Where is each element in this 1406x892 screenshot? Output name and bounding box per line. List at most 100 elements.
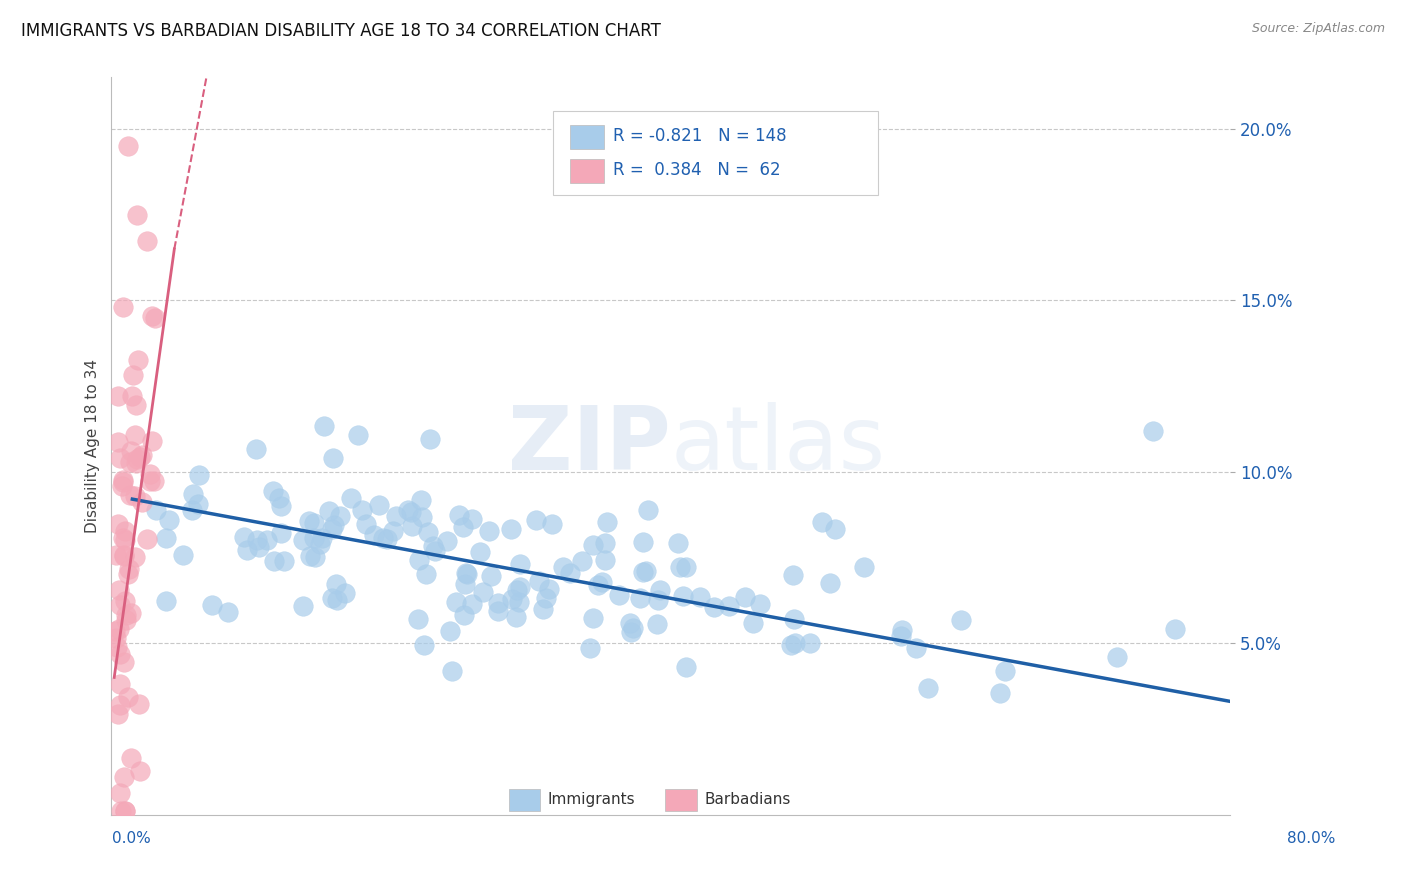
- Point: [558, 566, 581, 580]
- Point: [994, 664, 1017, 678]
- Point: [112, 770, 135, 784]
- Point: [117, 567, 139, 582]
- Point: [311, 531, 333, 545]
- Point: [201, 598, 224, 612]
- Point: [232, 530, 254, 544]
- Point: [321, 522, 343, 536]
- Point: [783, 636, 806, 650]
- Point: [312, 418, 335, 433]
- Point: [486, 604, 509, 618]
- Point: [131, 494, 153, 508]
- Point: [291, 533, 314, 548]
- Point: [138, 474, 160, 488]
- Point: [486, 596, 509, 610]
- Point: [368, 498, 391, 512]
- Point: [333, 585, 356, 599]
- Point: [444, 595, 467, 609]
- Point: [988, 685, 1011, 699]
- Point: [461, 512, 484, 526]
- Point: [105, 631, 128, 645]
- Point: [675, 660, 697, 674]
- Point: [347, 428, 370, 442]
- Point: [141, 434, 163, 449]
- Point: [129, 764, 152, 778]
- Point: [669, 560, 692, 574]
- Point: [891, 623, 914, 637]
- Point: [127, 452, 149, 467]
- Point: [302, 531, 325, 545]
- Point: [425, 544, 447, 558]
- Point: [145, 311, 167, 326]
- Point: [505, 582, 527, 597]
- Point: [111, 473, 134, 487]
- Text: Immigrants: Immigrants: [548, 792, 636, 807]
- Point: [454, 576, 477, 591]
- Point: [121, 389, 143, 403]
- Point: [107, 583, 129, 598]
- Point: [107, 516, 129, 531]
- Point: [111, 300, 134, 314]
- Point: [139, 467, 162, 481]
- Point: [631, 565, 654, 579]
- Point: [853, 560, 876, 574]
- Point: [499, 522, 522, 536]
- Point: [321, 591, 343, 605]
- Point: [329, 508, 352, 523]
- Point: [408, 553, 430, 567]
- Point: [645, 616, 668, 631]
- Point: [181, 502, 204, 516]
- Point: [666, 535, 689, 549]
- Point: [263, 554, 285, 568]
- Point: [325, 576, 347, 591]
- Point: [401, 519, 423, 533]
- Point: [647, 592, 669, 607]
- Point: [579, 641, 602, 656]
- Point: [326, 592, 349, 607]
- Point: [322, 517, 344, 532]
- Point: [340, 491, 363, 505]
- Bar: [665, 789, 696, 811]
- Point: [505, 609, 527, 624]
- Point: [593, 536, 616, 550]
- Point: [110, 677, 132, 691]
- Point: [110, 698, 132, 713]
- Point: [131, 449, 153, 463]
- Point: [247, 540, 270, 554]
- Point: [593, 553, 616, 567]
- Point: [308, 537, 330, 551]
- Point: [741, 615, 763, 630]
- Point: [596, 515, 619, 529]
- Point: [270, 525, 292, 540]
- Point: [648, 583, 671, 598]
- Point: [780, 638, 803, 652]
- Point: [534, 591, 557, 605]
- Point: [135, 234, 157, 248]
- Point: [125, 398, 148, 412]
- Point: [107, 389, 129, 403]
- Point: [117, 690, 139, 704]
- Point: [104, 548, 127, 562]
- Point: [411, 510, 433, 524]
- Point: [112, 531, 135, 545]
- Point: [582, 611, 605, 625]
- Point: [689, 591, 711, 605]
- Point: [571, 554, 593, 568]
- Point: [375, 532, 398, 546]
- Point: [508, 595, 530, 609]
- Point: [155, 594, 177, 608]
- Point: [582, 538, 605, 552]
- Point: [108, 451, 131, 466]
- Point: [129, 450, 152, 464]
- Point: [107, 622, 129, 636]
- Point: [112, 656, 135, 670]
- Point: [479, 569, 502, 583]
- Point: [468, 544, 491, 558]
- Bar: [571, 159, 603, 183]
- Point: [501, 591, 523, 606]
- Point: [236, 543, 259, 558]
- Point: [637, 503, 659, 517]
- Point: [1107, 650, 1129, 665]
- Point: [419, 433, 441, 447]
- Point: [541, 516, 564, 531]
- Point: [703, 599, 725, 614]
